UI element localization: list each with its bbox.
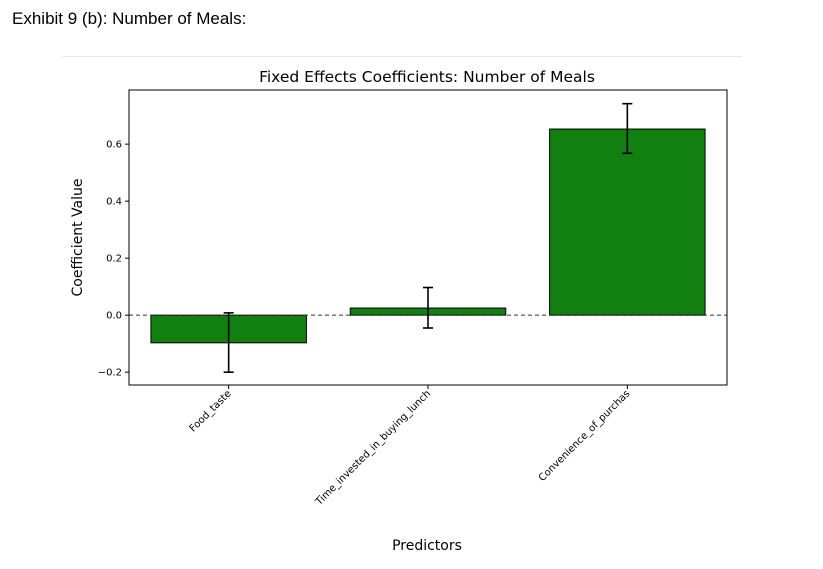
exhibit-title: Exhibit 9 (b): Number of Meals: — [12, 9, 247, 28]
x-tick-label-1: Food_taste — [188, 388, 234, 434]
x-axis-label: Predictors — [392, 538, 462, 554]
x-tick-label-3: Convenience_of_purchas — [537, 388, 633, 484]
y-tick-label-5: 0.6 — [106, 140, 122, 151]
x-tick-label-2: Time_invested_in_buying_lunch — [313, 388, 433, 508]
y-axis-label: Coefficient Value — [70, 179, 86, 297]
chart-title: Fixed Effects Coefficients: Number of Me… — [259, 68, 595, 86]
bars-group — [150, 128, 706, 344]
y-axis: −0.2 0.0 0.2 0.4 0.6 — [98, 140, 129, 379]
divider — [62, 56, 742, 57]
y-tick-label-4: 0.4 — [106, 197, 122, 208]
y-tick-label-1: −0.2 — [98, 368, 122, 379]
x-axis: Food_taste Time_invested_in_buying_lunch C… — [188, 385, 633, 508]
y-tick-label-2: 0.0 — [106, 311, 122, 322]
bar-3 — [549, 128, 706, 316]
y-tick-label-3: 0.2 — [106, 254, 122, 265]
error-bars-group — [223, 102, 633, 373]
